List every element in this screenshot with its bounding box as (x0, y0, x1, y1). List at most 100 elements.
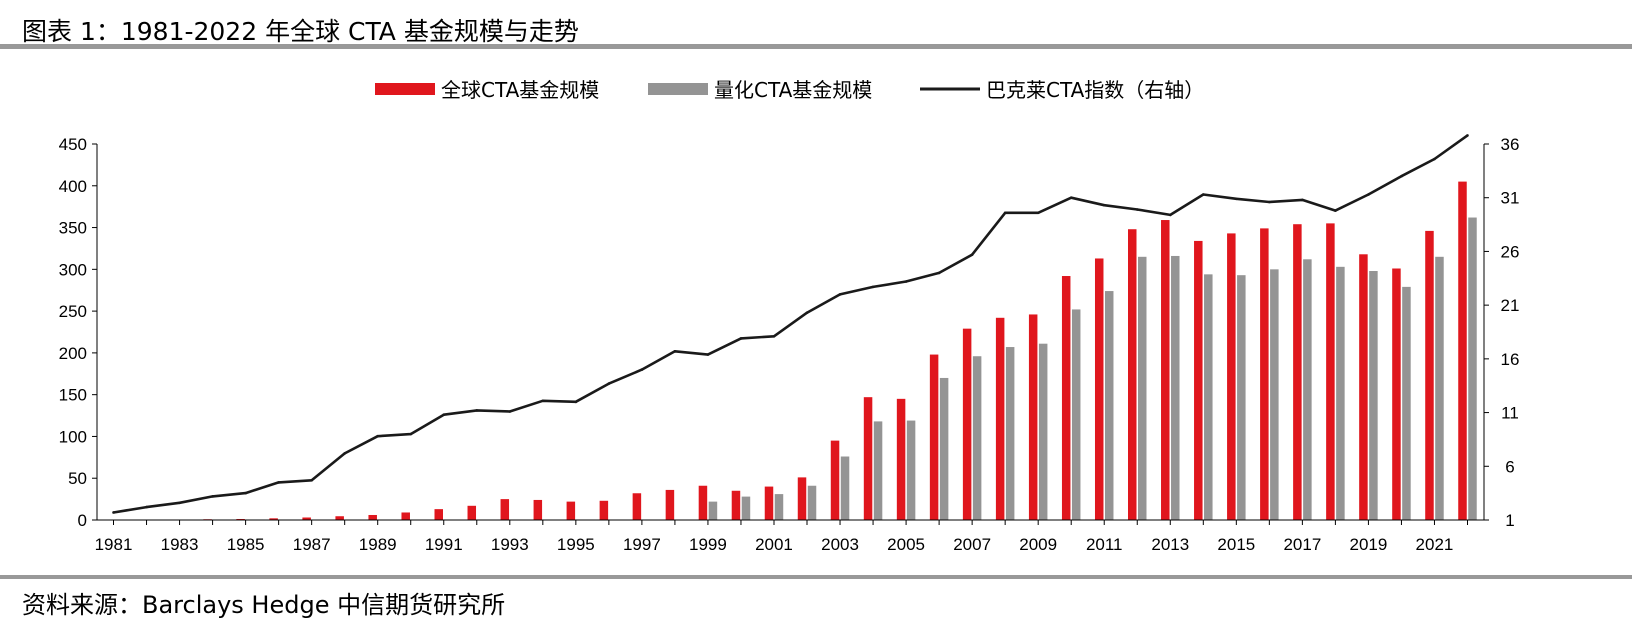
x-tick-label-2001: 2001 (755, 535, 793, 554)
y-right-tick-label-16: 16 (1501, 350, 1520, 369)
bar-global-2020 (1392, 268, 1401, 520)
x-tick-label-2007: 2007 (953, 535, 991, 554)
line-point-1989 (376, 434, 380, 438)
line-point-2021 (1433, 157, 1436, 161)
bar-quant-2006 (939, 377, 949, 520)
y-left-tick-label-50: 50 (68, 469, 87, 488)
y-left-tick-label-250: 250 (59, 302, 87, 321)
y-right-tick-label-21: 21 (1501, 296, 1520, 315)
bar-global-1989 (368, 514, 377, 520)
line-point-1982 (145, 505, 148, 509)
line-point-1987 (310, 478, 313, 482)
x-tick-label-2017: 2017 (1283, 535, 1321, 554)
bar-global-1986 (269, 518, 278, 520)
line-point-1981 (112, 511, 115, 514)
legend-label-index: 巴克莱CTA指数（右轴） (986, 78, 1204, 102)
x-tick-label-1991: 1991 (425, 535, 463, 554)
bar-global-2002 (797, 477, 807, 520)
line-point-2015 (1235, 197, 1238, 201)
bar-global-2019 (1359, 254, 1368, 520)
y-left-tick-label-100: 100 (59, 427, 87, 446)
y-right-tick-label-31: 31 (1501, 189, 1520, 208)
bar-quant-2005 (906, 420, 916, 520)
x-tick-label-1981: 1981 (95, 535, 133, 554)
bar-global-2000 (731, 490, 741, 520)
bar-quant-2007 (972, 356, 982, 520)
source-note: 资料来源：Barclays Hedge 中信期货研究所 (22, 591, 506, 619)
legend: 全球CTA基金规模 量化CTA基金规模 巴克莱CTA指数（右轴） (375, 78, 1204, 102)
bar-global-1985 (236, 518, 245, 520)
y-left-tick-label-0: 0 (78, 511, 87, 530)
bar-global-2021 (1425, 230, 1434, 521)
bar-global-1987 (302, 517, 311, 520)
bar-global-2022 (1458, 181, 1467, 520)
bar-quant-2018 (1336, 266, 1345, 520)
axes-layer: 0501001502002503003504004501611162126313… (59, 135, 1520, 554)
bar-global-2003 (830, 440, 840, 520)
line-point-1995 (574, 400, 578, 404)
x-tick-label-2009: 2009 (1019, 535, 1057, 554)
line-point-2017 (1301, 198, 1304, 202)
bar-global-2017 (1293, 224, 1302, 521)
line-point-1990 (409, 432, 413, 436)
legend-swatch-quant (648, 83, 708, 95)
line-point-2006 (937, 271, 941, 275)
bar-quant-1999 (708, 501, 718, 520)
line-point-1991 (442, 413, 446, 417)
bar-quant-2012 (1138, 256, 1147, 520)
bar-quant-2001 (774, 494, 784, 520)
line-point-2010 (1069, 196, 1073, 200)
line-point-2018 (1334, 209, 1337, 212)
line-point-2013 (1168, 213, 1172, 217)
title-divider (0, 44, 1632, 49)
y-left-tick-label-150: 150 (59, 386, 87, 405)
x-tick-label-1983: 1983 (161, 535, 199, 554)
bar-global-1991 (434, 509, 443, 520)
legend-swatch-global (375, 83, 435, 95)
bar-quant-2010 (1071, 309, 1081, 520)
bar-quant-2011 (1104, 291, 1114, 520)
x-tick-label-1985: 1985 (227, 535, 265, 554)
bar-global-2009 (1028, 314, 1038, 520)
bar-global-2004 (863, 397, 873, 520)
x-tick-label-2015: 2015 (1217, 535, 1255, 554)
bar-quant-2009 (1038, 343, 1048, 520)
bars-layer (104, 181, 1477, 521)
y-right-tick-label-6: 6 (1505, 457, 1514, 476)
line-point-2016 (1268, 200, 1271, 204)
line-point-2011 (1102, 203, 1106, 207)
bar-global-2001 (764, 486, 774, 520)
line-point-1983 (178, 501, 181, 505)
y-right-tick-label-26: 26 (1501, 242, 1520, 261)
bar-quant-2019 (1369, 271, 1378, 520)
bar-global-2005 (896, 398, 906, 520)
line-point-1988 (343, 452, 346, 455)
bar-global-2014 (1194, 240, 1203, 520)
bar-global-2013 (1161, 220, 1170, 520)
x-tick-label-2019: 2019 (1350, 535, 1388, 554)
bar-global-1990 (401, 512, 410, 520)
bar-quant-2020 (1402, 286, 1411, 520)
bar-quant-2016 (1270, 269, 1279, 520)
line-point-1984 (211, 495, 214, 498)
bar-global-2015 (1227, 233, 1236, 520)
x-tick-label-1999: 1999 (689, 535, 727, 554)
bar-global-1999 (698, 485, 708, 520)
bar-global-1993 (500, 499, 510, 520)
line-point-1986 (277, 481, 280, 484)
line-point-2002 (805, 311, 809, 314)
line-point-1992 (475, 409, 479, 412)
bar-quant-2003 (840, 456, 850, 520)
bar-quant-2015 (1237, 275, 1246, 520)
bar-quant-2014 (1204, 274, 1213, 520)
line-point-2020 (1400, 174, 1403, 178)
bar-global-2008 (995, 317, 1005, 520)
x-tick-label-1993: 1993 (491, 535, 529, 554)
x-tick-label-2011: 2011 (1086, 535, 1123, 554)
bar-global-2011 (1094, 258, 1104, 520)
bar-global-1994 (533, 499, 543, 520)
line-point-2004 (871, 285, 875, 289)
y-left-tick-label-450: 450 (59, 135, 87, 154)
line-point-2005 (904, 280, 908, 283)
bar-quant-2022 (1468, 217, 1477, 521)
